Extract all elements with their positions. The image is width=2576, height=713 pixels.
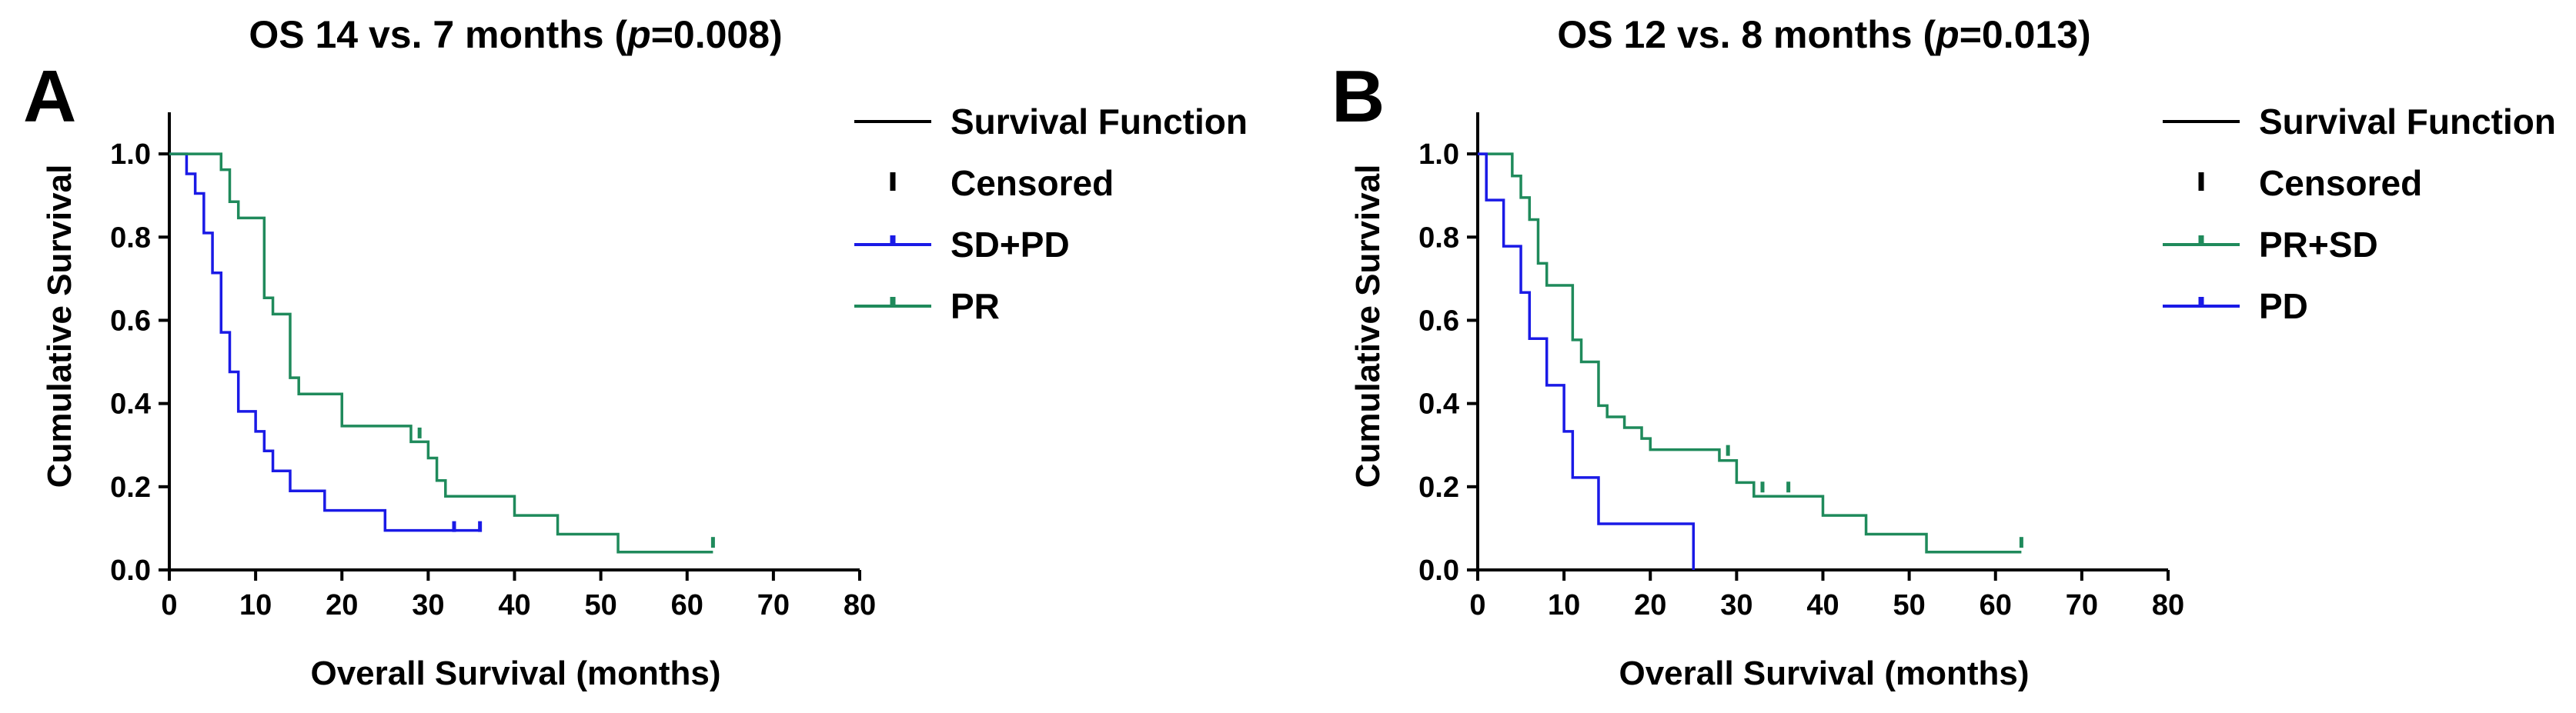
- x-axis-label: Overall Survival (months): [310, 655, 720, 692]
- x-tick-label: 70: [2066, 589, 2098, 621]
- legend-label: Censored: [951, 163, 1114, 203]
- x-tick-label: 0: [1469, 589, 1485, 621]
- legend-item: PR+SD: [2163, 225, 2378, 265]
- panel-a: A OS 14 vs. 7 months (p=0.008) Cumulativ…: [23, 13, 1248, 692]
- title-p: p: [626, 13, 651, 56]
- legend-item: PR: [854, 286, 1000, 326]
- panel-b: B OS 12 vs. 8 months (p=0.013) Cumulativ…: [1331, 13, 2556, 692]
- x-tick-label: 70: [757, 589, 790, 621]
- y-tick-label: 0.2: [1418, 471, 1459, 504]
- series-line-pr-sd: [1478, 152, 2022, 554]
- x-tick-label: 30: [1720, 589, 1752, 621]
- y-axis-label: Cumulative Survival: [1349, 165, 1387, 488]
- legend-label: PR: [951, 286, 1000, 326]
- x-tick-label: 80: [2152, 589, 2184, 621]
- x-tick-label: 50: [584, 589, 616, 621]
- panel-label: A: [23, 55, 76, 138]
- series-line-pr: [169, 152, 713, 554]
- title-prefix: OS 12 vs. 8 months (: [1557, 13, 1936, 56]
- legend: Survival Function Censored PR+SD PD: [2163, 102, 2556, 326]
- legend-label: SD+PD: [951, 225, 1070, 265]
- legend: Survival Function Censored SD+PD PR: [854, 102, 1248, 326]
- x-tick-label: 30: [412, 589, 444, 621]
- legend-label: PR+SD: [2259, 225, 2378, 265]
- y-tick-label: 0.8: [1418, 222, 1459, 254]
- x-tick-label: 0: [161, 589, 177, 621]
- plot-area: [169, 152, 715, 554]
- y-tick-label: 0.6: [110, 305, 151, 337]
- y-tick-label: 0.4: [1418, 388, 1459, 421]
- x-tick-label: 10: [239, 589, 272, 621]
- y-tick-label: 1.0: [1418, 138, 1459, 171]
- x-tick-label: 20: [326, 589, 358, 621]
- x-tick-label: 60: [671, 589, 703, 621]
- y-tick-label: 0.6: [1418, 305, 1459, 337]
- plot-area: [1478, 152, 2023, 570]
- legend-item: Survival Function: [854, 102, 1248, 142]
- panel-label: B: [1331, 55, 1385, 138]
- legend-item: Survival Function: [2163, 102, 2556, 142]
- chart-title: OS 12 vs. 8 months (p=0.013): [1557, 13, 2090, 56]
- x-tick-label: 10: [1548, 589, 1580, 621]
- y-axis-label: Cumulative Survival: [41, 165, 79, 488]
- legend-label: Censored: [2259, 163, 2422, 203]
- y-tick-label: 0.4: [110, 388, 151, 421]
- y-tick-label: 0.0: [1418, 555, 1459, 587]
- legend-item: Censored: [890, 163, 1114, 203]
- x-tick-label: 40: [498, 589, 530, 621]
- y-tick-label: 1.0: [110, 138, 151, 171]
- series-line-pd: [1478, 152, 1696, 570]
- y-tick-label: 0.2: [110, 471, 151, 504]
- chart-title: OS 14 vs. 7 months (p=0.008): [249, 13, 782, 56]
- axes: 0.0 0.2 0.4 0.6 0.8 1.0 0 10 20 30 40 50 60 70 80: [110, 112, 876, 621]
- title-prefix: OS 14 vs. 7 months (: [249, 13, 627, 56]
- x-axis-label: Overall Survival (months): [1619, 655, 2029, 692]
- axes: 0.0 0.2 0.4 0.6 0.8 1.0 0 10 20 30 40 50 60 70 80: [1418, 112, 2184, 621]
- y-tick-label: 0.0: [110, 555, 151, 587]
- x-tick-label: 20: [1634, 589, 1666, 621]
- x-tick-label: 50: [1893, 589, 1925, 621]
- x-tick-label: 40: [1806, 589, 1839, 621]
- title-p: p: [1934, 13, 1960, 56]
- legend-item: PD: [2163, 286, 2308, 326]
- series-line-sd-pd: [169, 152, 480, 532]
- title-suffix: =0.013): [1960, 13, 2091, 56]
- legend-item: SD+PD: [854, 225, 1070, 265]
- x-tick-label: 80: [844, 589, 876, 621]
- legend-label: Survival Function: [951, 102, 1248, 142]
- y-tick-label: 0.8: [110, 222, 151, 254]
- legend-label: Survival Function: [2259, 102, 2556, 142]
- legend-label: PD: [2259, 286, 2308, 326]
- x-tick-label: 60: [1980, 589, 2012, 621]
- title-suffix: =0.008): [651, 13, 783, 56]
- legend-item: Censored: [2198, 163, 2422, 203]
